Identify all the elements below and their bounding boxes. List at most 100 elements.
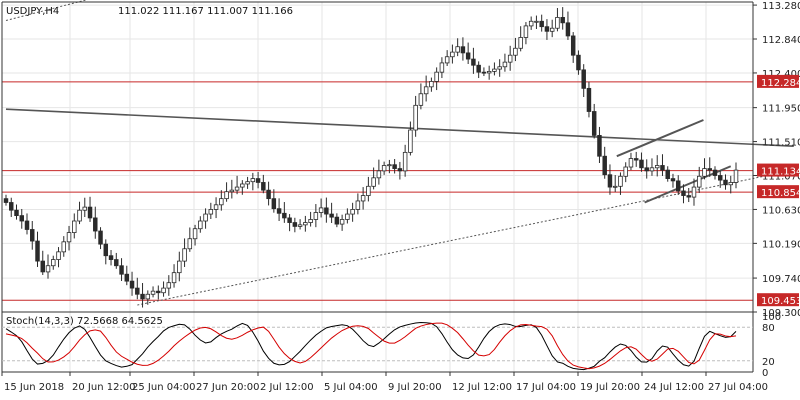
candle-bull — [182, 248, 187, 262]
candle-bull — [696, 175, 702, 188]
candle-bull — [360, 195, 366, 202]
candle-bull — [402, 151, 408, 172]
candle-bull — [219, 198, 224, 206]
ohlc-header: 111.022 111.167 111.007 111.166 — [118, 6, 293, 17]
price-tick-label: 112.400 — [762, 69, 800, 80]
candle-bull — [313, 212, 319, 220]
candle-bear — [476, 64, 481, 73]
stoch-tick-label: 80 — [762, 323, 775, 334]
candle-bull — [371, 177, 376, 187]
candle-bear — [670, 178, 676, 182]
candle-bull — [224, 191, 229, 200]
candle-bear — [3, 198, 9, 203]
time-tick-label: 24 Jul 12:00 — [644, 382, 704, 393]
candle-bull — [649, 167, 655, 172]
candle-bull — [240, 183, 245, 188]
candle-bull — [72, 220, 77, 233]
candle-bull — [77, 209, 82, 222]
candle-bear — [718, 175, 723, 181]
candle-bull — [450, 51, 455, 58]
price-tick-label: 111.510 — [762, 138, 800, 149]
candle-bear — [660, 165, 665, 171]
time-tick-label: 17 Jul 04:00 — [516, 382, 576, 393]
candle-bear — [108, 255, 114, 260]
level-badge — [757, 74, 799, 88]
candle-bull — [297, 224, 303, 227]
stoch-tick-label: 0 — [762, 368, 768, 379]
candle-bull — [733, 169, 739, 183]
candle-bull — [145, 293, 151, 300]
level-badge-label: 109.453 — [761, 296, 800, 307]
candle-bull — [177, 260, 182, 274]
candle-bull — [234, 186, 240, 191]
candle-bull — [150, 290, 156, 295]
candle-bull — [381, 165, 387, 172]
candle-bull — [486, 71, 492, 74]
candle-bear — [644, 167, 649, 172]
candle-bull — [208, 209, 214, 215]
candle-bear — [329, 213, 334, 218]
candle-bull — [56, 251, 61, 260]
candle-bear — [560, 17, 565, 24]
level-badge-label: 110.854 — [761, 188, 800, 199]
price-axis-labels: 113.280 112.840 112.400 111.950 111.510 111.0… — [753, 1, 800, 319]
candle-bear — [602, 155, 607, 176]
candle-bear — [35, 240, 40, 262]
candle-bull — [507, 54, 513, 63]
candle-bull — [429, 81, 434, 88]
candle-bear — [460, 46, 466, 54]
candle-bear — [723, 179, 728, 186]
candle-bear — [40, 260, 46, 273]
candle-bull — [549, 27, 555, 32]
symbol-header: USDJPY,H4 — [6, 6, 59, 17]
candle-bull — [51, 259, 56, 267]
level-badge-label: 112.284 — [761, 78, 800, 89]
stoch-main-line — [5, 322, 737, 371]
candle-bull — [198, 220, 203, 230]
candle-bear — [707, 168, 712, 171]
candle-bear — [586, 87, 592, 112]
candle-bear — [24, 220, 30, 230]
trendline — [616, 119, 704, 158]
price-tick-label: 110.190 — [762, 239, 800, 250]
candle-bear — [539, 20, 544, 28]
candle-bull — [518, 37, 523, 49]
candle-bull — [502, 61, 508, 68]
candle-bear — [266, 189, 271, 200]
time-tick-label: 25 Jun 04:00 — [132, 382, 196, 393]
candle-bull — [513, 47, 518, 56]
candle-bear — [114, 259, 119, 267]
candle-bull — [192, 228, 198, 240]
candle-bull — [492, 68, 497, 72]
candle-bear — [712, 169, 718, 176]
candle-bull — [555, 17, 560, 29]
candle-bear — [30, 229, 35, 242]
candle-bull — [623, 166, 628, 177]
candle-bear — [675, 180, 681, 192]
candle-bear — [639, 159, 644, 169]
price-tick-label: 109.300 — [762, 308, 800, 319]
candle-bear — [271, 198, 277, 210]
price-tick-label: 110.630 — [762, 205, 800, 216]
candle-bear — [397, 168, 403, 172]
candle-bull — [434, 71, 439, 82]
candle-bear — [607, 174, 613, 188]
candle-bull — [654, 165, 660, 169]
candle-bull — [245, 181, 250, 185]
candle-bull — [308, 219, 313, 223]
price-tick-label: 111.070 — [762, 172, 800, 183]
price-tick-label: 113.280 — [762, 1, 800, 12]
stoch-tick-label: 20 — [762, 357, 775, 368]
candle-bull — [345, 213, 350, 220]
candle-bull — [61, 241, 67, 253]
stoch-tick-label: 100 — [762, 312, 781, 323]
candle-bull — [66, 232, 72, 243]
candle-bear — [261, 182, 266, 191]
candle-bear — [633, 158, 639, 161]
stoch-grid — [2, 326, 753, 362]
candle-bear — [576, 54, 581, 71]
time-tick-label: 5 Jul 04:00 — [324, 382, 378, 393]
